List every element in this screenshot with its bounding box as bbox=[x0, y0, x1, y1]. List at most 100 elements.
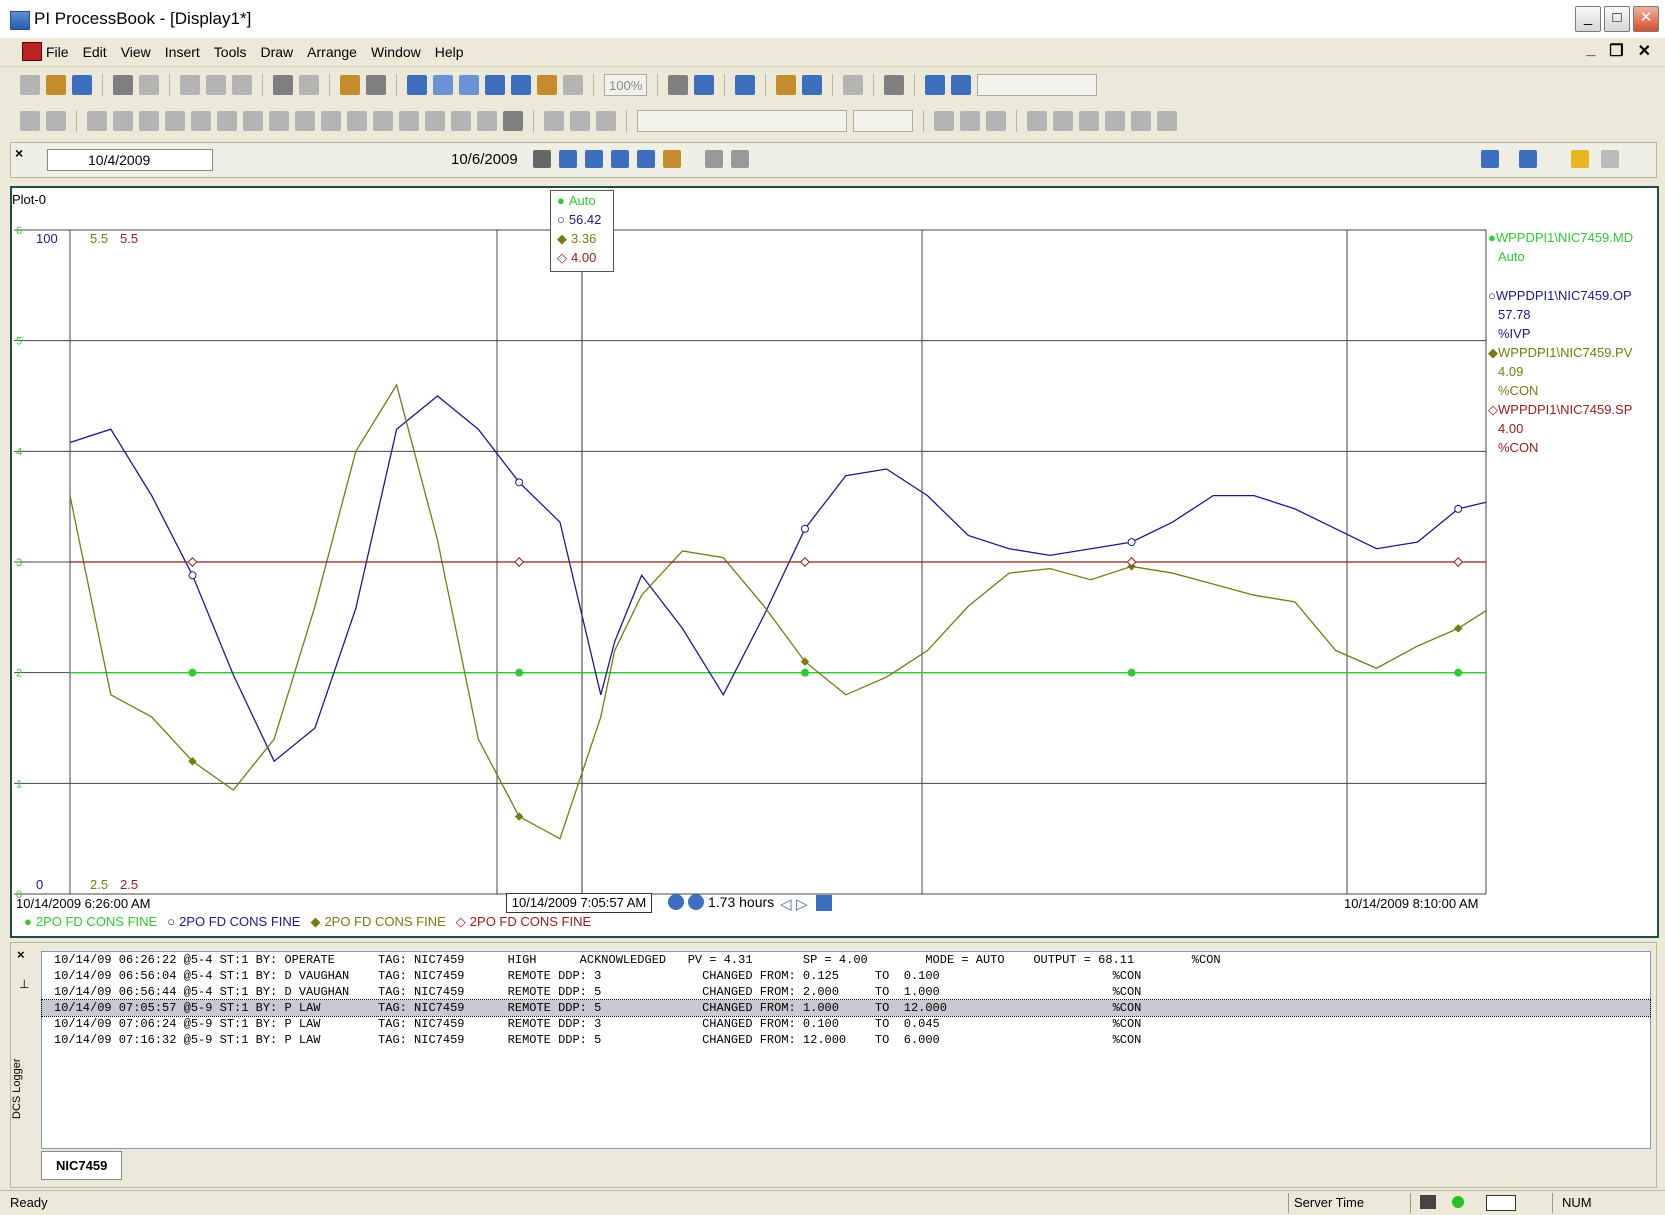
italic-icon[interactable] bbox=[960, 111, 980, 131]
tab-nic7459[interactable]: NIC7459 bbox=[41, 1151, 123, 1180]
close-icon[interactable]: × bbox=[15, 145, 24, 161]
line-style-icon[interactable] bbox=[1131, 111, 1151, 131]
trend-icon[interactable] bbox=[295, 111, 315, 131]
legend-entry[interactable]: ○WPPDPI1\NIC7459.OP 57.78 %IVP bbox=[1488, 286, 1658, 343]
xy-plot-icon[interactable] bbox=[347, 111, 367, 131]
scroll-left-icon[interactable]: ◁ bbox=[780, 896, 792, 913]
align-icon[interactable] bbox=[596, 111, 616, 131]
run-mode-icon[interactable] bbox=[802, 75, 823, 95]
bottom-legend-entry[interactable]: ◆ 2PO FD CONS FINE bbox=[310, 914, 445, 930]
start-time-input[interactable]: 10/4/2009 bbox=[47, 149, 213, 171]
font-combo[interactable] bbox=[637, 110, 847, 132]
legend-entry[interactable]: ◇WPPDPI1\NIC7459.SP 4.00 %CON bbox=[1488, 400, 1658, 457]
table-icon[interactable] bbox=[477, 111, 497, 131]
check-icon[interactable] bbox=[843, 75, 864, 95]
close-icon[interactable]: × bbox=[17, 947, 25, 962]
log-row[interactable]: 10/14/09 06:26:22 @5-4 ST:1 BY: OPERATE … bbox=[54, 953, 1221, 967]
windows-icon[interactable] bbox=[668, 75, 689, 95]
edit-mode-icon[interactable] bbox=[776, 75, 797, 95]
maximize-button[interactable]: □ bbox=[1604, 6, 1630, 32]
grid-icon[interactable] bbox=[563, 75, 583, 95]
home-icon[interactable] bbox=[1519, 150, 1537, 168]
rounded-rect-icon[interactable] bbox=[139, 111, 159, 131]
close-button[interactable]: ✕ bbox=[1633, 6, 1659, 32]
forward-icon[interactable] bbox=[459, 75, 479, 95]
arc-icon[interactable] bbox=[191, 111, 211, 131]
legend-entry[interactable]: ◆WPPDPI1\NIC7459.PV 4.09 %CON bbox=[1488, 343, 1658, 400]
mdi-close-button[interactable]: ✕ bbox=[1637, 43, 1651, 60]
pointer-icon[interactable] bbox=[46, 111, 66, 131]
menu-arrange[interactable]: Arrange bbox=[307, 44, 357, 60]
rectangle-icon[interactable] bbox=[113, 111, 133, 131]
help-icon[interactable] bbox=[694, 75, 715, 95]
log-row[interactable]: 10/14/09 07:06:24 @5-9 ST:1 BY: P LAW TA… bbox=[54, 1017, 1142, 1031]
cut-icon[interactable] bbox=[180, 75, 200, 95]
print-preview-icon[interactable] bbox=[139, 75, 159, 95]
symbol-icon[interactable] bbox=[373, 111, 393, 131]
add-favorite-icon[interactable] bbox=[1601, 150, 1619, 168]
zoom-in-icon[interactable] bbox=[485, 75, 505, 95]
fast-forward-icon[interactable] bbox=[637, 150, 655, 168]
new-icon[interactable] bbox=[20, 75, 40, 95]
select-icon[interactable] bbox=[20, 111, 40, 131]
save-icon[interactable] bbox=[72, 75, 92, 95]
zoom-out-icon[interactable] bbox=[688, 894, 704, 910]
minimize-button[interactable]: _ bbox=[1575, 6, 1601, 32]
scroll-right-icon[interactable]: ▷ bbox=[796, 896, 808, 913]
value-icon[interactable] bbox=[217, 111, 237, 131]
log-list[interactable]: 10/14/09 06:26:22 @5-4 ST:1 BY: OPERATE … bbox=[41, 951, 1651, 1149]
apply-icon[interactable] bbox=[663, 150, 681, 168]
open-icon[interactable] bbox=[46, 75, 66, 95]
menu-file[interactable]: File bbox=[46, 44, 69, 60]
history-forward-icon[interactable] bbox=[731, 150, 749, 168]
time-span-icon[interactable] bbox=[951, 75, 972, 95]
menu-tools[interactable]: Tools bbox=[213, 44, 247, 60]
ungroup-icon[interactable] bbox=[570, 111, 590, 131]
print-icon[interactable] bbox=[113, 75, 133, 95]
menu-draw[interactable]: Draw bbox=[260, 44, 294, 60]
zoom-in-icon[interactable] bbox=[668, 894, 684, 910]
find-icon[interactable] bbox=[366, 75, 386, 95]
favorites-icon[interactable] bbox=[1571, 150, 1589, 168]
play-icon[interactable] bbox=[611, 150, 629, 168]
mdi-minimize-button[interactable]: _ bbox=[1586, 41, 1596, 58]
fill-color-icon[interactable] bbox=[1027, 111, 1047, 131]
object-icon[interactable] bbox=[451, 111, 471, 131]
paste-icon[interactable] bbox=[232, 75, 252, 95]
line-color-icon[interactable] bbox=[1053, 111, 1073, 131]
group-icon[interactable] bbox=[544, 111, 564, 131]
log-row[interactable]: 10/14/09 06:56:44 @5-4 ST:1 BY: D VAUGHA… bbox=[54, 985, 1142, 999]
sound-icon[interactable] bbox=[884, 75, 905, 95]
bottom-legend-entry[interactable]: ● 2PO FD CONS FINE bbox=[24, 914, 157, 930]
arrow-style-icon[interactable] bbox=[1157, 111, 1177, 131]
document-icon[interactable] bbox=[22, 42, 42, 61]
bottom-legend-entry[interactable]: ○ 2PO FD CONS FINE bbox=[167, 914, 300, 930]
cursor-time-label[interactable]: 10/14/2009 7:05:57 AM bbox=[506, 893, 652, 913]
font-size-combo[interactable] bbox=[853, 110, 913, 132]
copy-icon[interactable] bbox=[206, 75, 226, 95]
bold-icon[interactable] bbox=[934, 111, 954, 131]
button-icon[interactable] bbox=[243, 111, 263, 131]
zoom-out-icon[interactable] bbox=[511, 75, 531, 95]
bottom-legend-entry[interactable]: ◇ 2PO FD CONS FINE bbox=[456, 914, 591, 930]
back-icon[interactable] bbox=[433, 75, 453, 95]
log-row[interactable]: 10/14/09 06:56:04 @5-4 ST:1 BY: D VAUGHA… bbox=[54, 969, 1142, 983]
info-icon[interactable] bbox=[1481, 150, 1499, 168]
text-icon[interactable] bbox=[425, 111, 445, 131]
menu-insert[interactable]: Insert bbox=[164, 44, 200, 60]
pin-icon[interactable]: ⊥ bbox=[19, 977, 30, 991]
text-color-icon[interactable] bbox=[1079, 111, 1099, 131]
next-icon[interactable] bbox=[533, 150, 551, 168]
connector-icon[interactable] bbox=[269, 111, 289, 131]
mdi-restore-button[interactable]: ❐ bbox=[1609, 43, 1624, 60]
properties-icon[interactable] bbox=[503, 111, 523, 131]
refresh-icon[interactable] bbox=[407, 75, 427, 95]
image-icon[interactable] bbox=[399, 111, 419, 131]
line-width-icon[interactable] bbox=[1105, 111, 1125, 131]
scroll-slider[interactable] bbox=[977, 74, 1098, 96]
update-icon[interactable] bbox=[925, 75, 946, 95]
underline-icon[interactable] bbox=[986, 111, 1006, 131]
stop-icon[interactable] bbox=[585, 150, 603, 168]
log-row[interactable]: 10/14/09 07:16:32 @5-9 ST:1 BY: P LAW TA… bbox=[54, 1033, 1142, 1047]
ellipse-icon[interactable] bbox=[165, 111, 185, 131]
